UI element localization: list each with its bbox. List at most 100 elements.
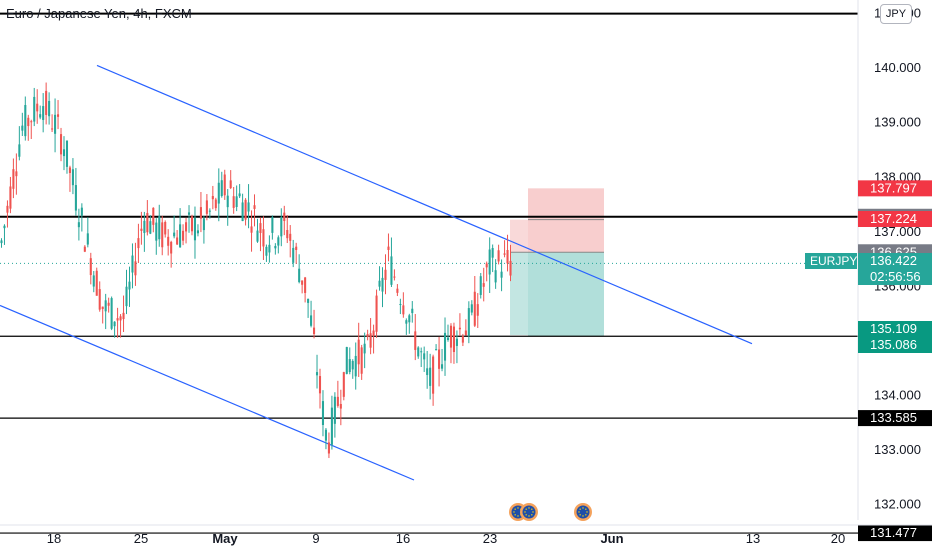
event-markers: [509, 503, 592, 521]
candle-body: [324, 429, 327, 441]
candle-body: [74, 185, 77, 211]
flag-star: [531, 514, 533, 516]
countdown-label: 02:56:56: [870, 269, 921, 284]
time-axis: 18 25 May 9 16 23 Jun 13 20: [0, 524, 932, 546]
position-zones: [510, 188, 604, 337]
candle-body: [301, 280, 304, 285]
candle-body: [497, 250, 500, 262]
stop-loss-zone: [528, 188, 604, 253]
candle-body: [408, 315, 411, 323]
candle-body: [366, 334, 369, 337]
candle-body: [321, 401, 325, 425]
candle-body: [327, 442, 330, 454]
candle-body: [146, 212, 149, 233]
candle-body: [155, 222, 158, 241]
flag-star: [579, 508, 581, 510]
candle-body: [458, 327, 461, 330]
flag-star: [524, 511, 526, 513]
trendline-upper: [96, 64, 753, 345]
candle-body: [441, 364, 444, 369]
drawing-lines: [0, 12, 858, 534]
candle-body: [390, 256, 393, 285]
candle-body: [420, 351, 423, 353]
candle-body: [509, 260, 512, 276]
flag-star: [525, 508, 527, 510]
candle-body: [176, 237, 179, 245]
candle-body: [461, 336, 464, 343]
flag-star: [582, 515, 584, 517]
candle-body: [262, 229, 265, 247]
candle-body: [83, 246, 86, 252]
candle-body: [378, 280, 381, 287]
candle-body: [42, 106, 45, 120]
candle-body: [467, 308, 470, 336]
candle-body: [503, 253, 506, 255]
candle-body: [15, 171, 18, 177]
candle-body: [426, 368, 429, 376]
candle-body: [330, 407, 333, 445]
flag-star: [513, 511, 515, 513]
candle-body: [30, 121, 33, 123]
candle-body: [107, 302, 110, 306]
time-tick-label: 13: [746, 531, 760, 546]
price-tick-label: 133.000: [874, 442, 921, 457]
flag-star: [586, 511, 588, 513]
candle-body: [274, 245, 277, 249]
candle-body: [182, 230, 185, 241]
time-tick-label: 16: [396, 531, 410, 546]
symbol-tag-box: [805, 253, 857, 269]
candle-body: [161, 222, 164, 248]
time-tick-label: 23: [483, 531, 497, 546]
candle-body: [167, 236, 170, 246]
candle-body: [435, 349, 438, 351]
candle-body: [369, 333, 372, 348]
candle-body: [342, 372, 345, 397]
price-tag-label: 137.797: [870, 180, 917, 195]
candle-body: [65, 140, 69, 167]
candle-body: [6, 205, 9, 213]
price-tag-box: [858, 321, 932, 337]
countdown-box: [858, 269, 932, 285]
flag-star: [582, 507, 584, 509]
candle-body: [396, 288, 399, 293]
candle-body: [45, 90, 48, 115]
candle-body: [402, 305, 405, 315]
candle-body: [393, 276, 396, 278]
candle-body: [143, 220, 146, 233]
candle-body: [196, 230, 199, 234]
candle-body: [86, 233, 89, 245]
candle-body: [360, 347, 363, 374]
candle-body: [187, 212, 191, 215]
candle-body: [18, 144, 21, 157]
time-tick-label: 9: [312, 531, 319, 546]
candle-body: [232, 196, 235, 208]
candle-body: [54, 114, 57, 134]
candle-body: [455, 338, 458, 346]
candle-body: [375, 295, 378, 332]
flag-star: [517, 515, 519, 517]
candle-body: [351, 360, 354, 370]
candle-body: [268, 244, 271, 253]
currency-badge[interactable]: JPY: [880, 4, 912, 24]
time-tick-label: 20: [831, 531, 845, 546]
candle-body: [313, 327, 316, 335]
price-tick-label: 134.000: [874, 387, 921, 402]
candle-body: [280, 217, 283, 237]
candle-body: [71, 169, 74, 186]
candle-body: [295, 246, 298, 250]
candle-body: [208, 210, 211, 212]
flag-star: [531, 508, 533, 510]
candle-body: [256, 230, 259, 242]
candle-body: [125, 286, 128, 307]
candle-body: [318, 376, 322, 394]
candle-body: [423, 353, 426, 360]
chart-title: Euro / Japanese Yen, 4h, FXCM: [6, 6, 192, 21]
take-profit-zone-2: [510, 252, 528, 335]
price-tag-label: 131.477: [870, 525, 917, 540]
candle-body: [417, 347, 420, 357]
candle-body: [339, 403, 342, 409]
candle-body: [315, 372, 319, 376]
flag-star: [525, 514, 527, 516]
candle-body: [131, 255, 134, 273]
